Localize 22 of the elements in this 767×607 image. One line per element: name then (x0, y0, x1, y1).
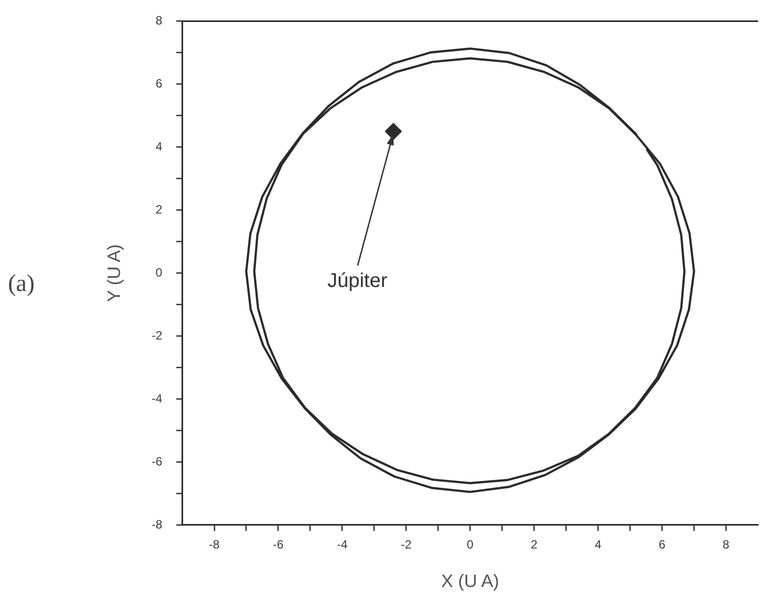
x-tick-label: 6 (658, 538, 666, 552)
x-tick-label: 4 (594, 538, 602, 552)
x-tick-label: -6 (272, 538, 284, 552)
y-tick-label: 2 (156, 202, 163, 216)
annotation: Júpiter (327, 270, 388, 293)
y-tick-label: -8 (152, 517, 163, 532)
text: (a) (8, 271, 35, 299)
y-tick-label: 4 (156, 139, 163, 154)
x-tick-label: 8 (722, 538, 730, 552)
y-tick-label: -6 (152, 454, 163, 468)
y-axis-title: Y (U A) (104, 244, 124, 302)
x-tick-label: -8 (208, 538, 220, 552)
x-tick-label: -4 (336, 538, 348, 552)
y-tick-label: 6 (156, 76, 163, 90)
x-tick-label: 2 (530, 538, 538, 552)
y-tick-label: -4 (152, 391, 163, 406)
y-tick-label: 0 (156, 265, 163, 280)
x-tick-label: 0 (466, 538, 474, 552)
y-tick-label: -2 (152, 328, 163, 342)
y-tick-label: 8 (156, 14, 163, 28)
x-tick-label: -2 (400, 538, 412, 552)
x-axis-title: X (U A) (441, 571, 500, 592)
